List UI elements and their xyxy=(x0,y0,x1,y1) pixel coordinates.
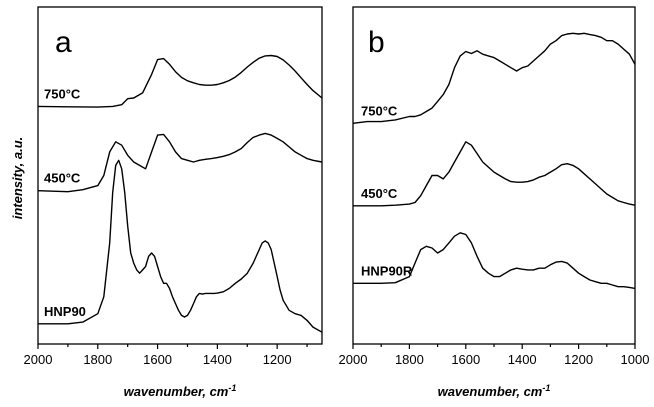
panel-a-letter: a xyxy=(55,26,72,59)
panel-a-series-label: 750°C xyxy=(44,86,81,101)
panel-a-x-axis-title: wavenumber, cm-1 xyxy=(124,383,237,399)
panel-b-series-label: 750°C xyxy=(361,103,398,118)
panel-a: a 2000 1800 1600 1400 1200 750°C 450°C HNP90 w… xyxy=(24,6,323,399)
panel-a-x-tick-label: 2000 xyxy=(24,352,53,367)
panel-b-x-tick-label: 1000 xyxy=(621,352,650,367)
panel-b-x-axis-title: wavenumber, cm-1 xyxy=(438,383,551,399)
panel-b-x-ticks: 2000 1800 1600 1400 1200 1000 xyxy=(339,344,650,367)
panel-b-letter: b xyxy=(368,26,385,59)
panel-a-series-label: 450°C xyxy=(44,171,81,186)
panel-a-x-tick-label: 1600 xyxy=(143,352,172,367)
panel-b-series-label: 450°C xyxy=(361,186,398,201)
panel-b: b 2000 1800 1600 1400 1200 1000 750°C 450°C HNP… xyxy=(339,6,650,399)
panel-a-curves: 750°C 450°C HNP90 xyxy=(37,54,323,333)
y-axis-title: intensity, a.u. xyxy=(10,137,25,220)
panel-b-series-line xyxy=(353,141,636,207)
panel-a-x-tick-label: 1200 xyxy=(263,352,292,367)
panel-b-x-tick-label: 1600 xyxy=(451,352,480,367)
panel-b-x-tick-label: 1800 xyxy=(395,352,424,367)
panel-a-x-axis-title-text: wavenumber, cm xyxy=(124,384,229,399)
panel-a-series-line xyxy=(37,54,323,108)
panel-b-x-axis-title-sup: -1 xyxy=(542,383,550,393)
panel-b-x-tick-label: 1200 xyxy=(564,352,593,367)
panel-b-x-tick-label: 1400 xyxy=(508,352,537,367)
panel-a-x-tick-label: 1400 xyxy=(203,352,232,367)
panel-b-x-tick-label: 2000 xyxy=(339,352,368,367)
panel-b-series-line xyxy=(352,32,636,124)
panel-a-x-tick-label: 1800 xyxy=(83,352,112,367)
panel-b-series-label: HNP90R xyxy=(361,263,413,278)
panel-a-x-ticks: 2000 1800 1600 1400 1200 xyxy=(24,344,308,367)
panel-a-frame xyxy=(37,6,323,345)
panel-a-series-label: HNP90 xyxy=(44,304,86,319)
panel-a-series-line xyxy=(38,159,323,333)
panel-b-curves: 750°C 450°C HNP90R xyxy=(352,32,636,290)
panel-a-x-axis-title-sup: -1 xyxy=(228,383,236,393)
panel-a-series-line xyxy=(37,132,323,193)
panel-b-x-axis-title-text: wavenumber, cm xyxy=(438,384,543,399)
panel-b-series-line xyxy=(353,232,636,290)
